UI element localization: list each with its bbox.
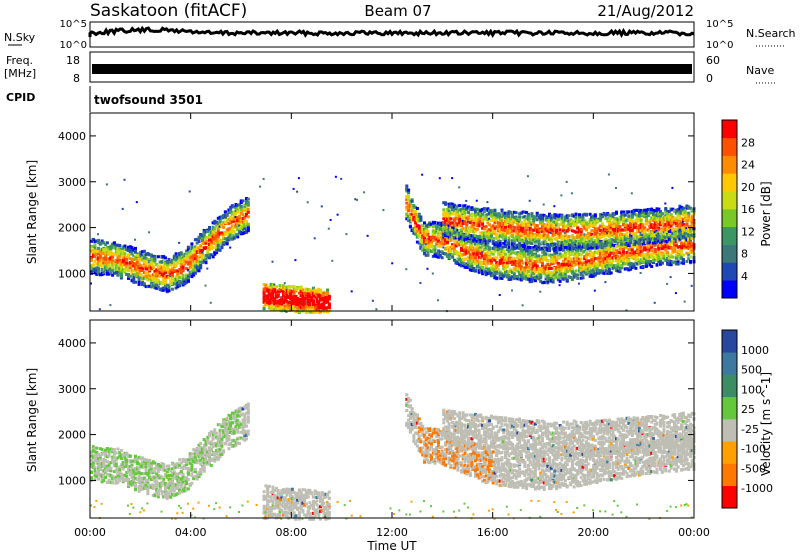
colorbar-tick: 25 bbox=[741, 403, 755, 416]
ytick-label: 2000 bbox=[58, 429, 86, 442]
ytick-label: 4000 bbox=[58, 337, 86, 350]
xtick-label: 12:00 bbox=[376, 526, 408, 539]
ytick-label: 3000 bbox=[58, 383, 86, 396]
colorbar-swatch bbox=[722, 173, 737, 192]
nsearch-label: N.Search bbox=[746, 27, 796, 40]
colorbar-swatch bbox=[722, 463, 737, 487]
nave-label: Nave bbox=[746, 64, 774, 77]
nave-tick-bottom: 0 bbox=[706, 72, 713, 85]
colorbar-swatch bbox=[722, 280, 737, 299]
xtick-label: 08:00 bbox=[275, 526, 307, 539]
colorbar-tick: -500 bbox=[741, 462, 766, 475]
station-title: Saskatoon (fitACF) bbox=[90, 1, 247, 21]
colorbar-tick: -25 bbox=[741, 423, 759, 436]
beam-title: Beam 07 bbox=[364, 2, 431, 20]
nsearch-tick-bottom: 10^0 bbox=[706, 40, 733, 51]
colorbar-tick: 28 bbox=[741, 136, 755, 149]
colorbar-swatch bbox=[722, 330, 737, 353]
freq-tick-bottom: 8 bbox=[73, 72, 80, 85]
power-colorbar-label: Power [dB] bbox=[759, 181, 773, 246]
colorbar-tick: 16 bbox=[741, 203, 755, 216]
xtick-label: 16:00 bbox=[477, 526, 509, 539]
velocity-ylabel: Slant Range [km] bbox=[25, 368, 39, 472]
colorbar-tick: 500 bbox=[741, 364, 762, 377]
velocity-heatmap bbox=[90, 393, 696, 521]
colorbar-swatch bbox=[722, 352, 737, 375]
xtick-label: 20:00 bbox=[577, 526, 609, 539]
colorbar-swatch bbox=[722, 244, 737, 263]
colorbar-tick: 24 bbox=[741, 159, 755, 172]
freq-band bbox=[92, 64, 692, 74]
colorbar-swatch bbox=[722, 226, 737, 245]
ytick-label: 1000 bbox=[58, 474, 86, 487]
xtick-label: 04:00 bbox=[175, 526, 207, 539]
colorbar-swatch bbox=[722, 209, 737, 228]
colorbar-swatch bbox=[722, 137, 737, 156]
colorbar-tick: 12 bbox=[741, 225, 755, 238]
colorbar-swatch bbox=[722, 262, 737, 281]
xtick-label: 00:00 bbox=[74, 526, 106, 539]
nsky-tick-bottom: 10^0 bbox=[60, 40, 87, 51]
ytick-label: 4000 bbox=[58, 130, 86, 143]
colorbar-swatch bbox=[722, 191, 737, 210]
power-colorbar: 28 24 20 16 12 8 4 bbox=[721, 119, 755, 299]
date-title: 21/Aug/2012 bbox=[597, 2, 694, 20]
colorbar-swatch bbox=[722, 419, 737, 442]
velocity-colorbar: 1000 500 100 25 -25 -100 -500 -1000 bbox=[721, 329, 773, 509]
freq-tick-top: 18 bbox=[66, 54, 80, 67]
colorbar-tick: 100 bbox=[741, 383, 762, 396]
colorbar-tick: 8 bbox=[741, 248, 748, 261]
ytick-label: 3000 bbox=[58, 176, 86, 189]
power-yaxis: 1000 2000 3000 4000 bbox=[58, 130, 694, 280]
colorbar-swatch bbox=[722, 485, 737, 509]
nave-tick-top: 60 bbox=[706, 54, 720, 67]
velocity-yaxis: 1000 2000 3000 4000 bbox=[58, 337, 694, 487]
ytick-label: 2000 bbox=[58, 222, 86, 235]
colorbar-swatch bbox=[722, 155, 737, 174]
colorbar-tick: 4 bbox=[741, 270, 748, 283]
nsearch-tick-top: 10^5 bbox=[706, 19, 733, 30]
colorbar-swatch bbox=[722, 374, 737, 398]
cpid-value: twofsound 3501 bbox=[94, 93, 203, 107]
colorbar-swatch bbox=[722, 396, 737, 420]
power-ylabel: Slant Range [km] bbox=[25, 160, 39, 264]
colorbar-swatch bbox=[722, 441, 737, 464]
colorbar-tick: -1000 bbox=[741, 482, 773, 495]
colorbar-tick: 20 bbox=[741, 181, 755, 194]
freq-label-1: Freq. bbox=[6, 54, 33, 67]
freq-strip-frame bbox=[89, 51, 695, 83]
power-heatmap bbox=[90, 173, 696, 314]
nsky-tick-top: 10^5 bbox=[60, 19, 87, 30]
velocity-colorbar-label: Velocity [m s^-1] bbox=[759, 372, 773, 476]
colorbar-swatch bbox=[722, 120, 737, 139]
nsky-trace bbox=[88, 25, 695, 39]
colorbar-tick: -100 bbox=[741, 443, 766, 456]
ytick-label: 1000 bbox=[58, 267, 86, 280]
nsky-label: N.Sky bbox=[4, 31, 36, 44]
time-xaxis: 00:00 04:00 08:00 12:00 16:00 20:00 00:00 bbox=[74, 113, 710, 539]
cpid-label: CPID bbox=[6, 91, 35, 104]
freq-label-2: [MHz] bbox=[4, 67, 36, 80]
colorbar-tick: 1000 bbox=[741, 344, 769, 357]
xtick-label: 00:00 bbox=[678, 526, 710, 539]
xaxis-label: Time UT bbox=[366, 539, 417, 553]
